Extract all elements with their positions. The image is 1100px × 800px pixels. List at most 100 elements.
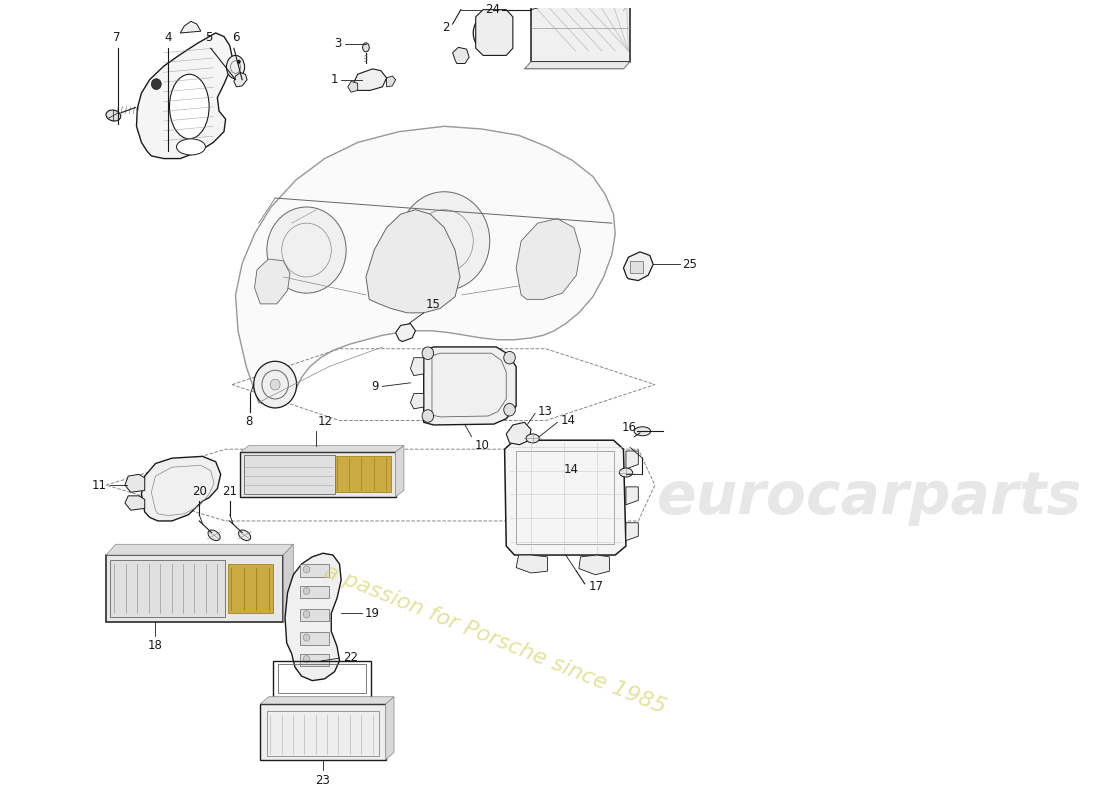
Polygon shape bbox=[235, 126, 615, 404]
Circle shape bbox=[267, 207, 346, 293]
Text: 9: 9 bbox=[372, 380, 379, 393]
Bar bbox=[300, 632, 329, 645]
Text: 5: 5 bbox=[206, 30, 212, 44]
Text: 13: 13 bbox=[538, 405, 552, 418]
Text: 23: 23 bbox=[316, 774, 330, 787]
Polygon shape bbox=[136, 33, 232, 158]
Text: 1: 1 bbox=[330, 73, 338, 86]
Polygon shape bbox=[506, 422, 531, 445]
Bar bbox=[300, 564, 329, 577]
Bar bbox=[300, 654, 329, 666]
Polygon shape bbox=[396, 324, 416, 342]
Polygon shape bbox=[366, 210, 460, 313]
Text: eurocarparts: eurocarparts bbox=[657, 469, 1081, 526]
Circle shape bbox=[304, 634, 310, 641]
Text: 4: 4 bbox=[164, 30, 172, 44]
Ellipse shape bbox=[635, 426, 651, 436]
Circle shape bbox=[304, 587, 310, 594]
Text: 12: 12 bbox=[318, 414, 333, 428]
Ellipse shape bbox=[227, 55, 244, 78]
Polygon shape bbox=[254, 259, 290, 304]
Circle shape bbox=[271, 379, 281, 390]
Text: 6: 6 bbox=[232, 30, 240, 44]
Polygon shape bbox=[424, 347, 516, 425]
Polygon shape bbox=[180, 22, 201, 33]
Text: 8: 8 bbox=[245, 415, 252, 428]
Text: 18: 18 bbox=[148, 639, 163, 652]
Circle shape bbox=[304, 610, 310, 618]
Polygon shape bbox=[396, 446, 404, 497]
Bar bbox=[244, 454, 334, 494]
Text: 16: 16 bbox=[621, 421, 637, 434]
Text: 10: 10 bbox=[475, 439, 490, 452]
Text: 19: 19 bbox=[364, 607, 380, 620]
Text: a passion for Porsche since 1985: a passion for Porsche since 1985 bbox=[320, 562, 669, 718]
Polygon shape bbox=[142, 456, 221, 521]
Polygon shape bbox=[106, 544, 294, 555]
Text: 21: 21 bbox=[222, 485, 238, 498]
Circle shape bbox=[399, 192, 490, 290]
Polygon shape bbox=[475, 10, 513, 55]
Polygon shape bbox=[386, 697, 394, 759]
Polygon shape bbox=[579, 555, 609, 574]
Text: 11: 11 bbox=[91, 478, 107, 491]
Polygon shape bbox=[348, 82, 358, 92]
Bar bbox=[228, 564, 274, 614]
Polygon shape bbox=[516, 218, 581, 299]
Ellipse shape bbox=[176, 139, 206, 155]
Polygon shape bbox=[624, 252, 653, 281]
Polygon shape bbox=[353, 69, 386, 90]
Ellipse shape bbox=[169, 74, 209, 139]
Text: 2: 2 bbox=[442, 21, 450, 34]
Ellipse shape bbox=[526, 434, 539, 443]
Bar bbox=[300, 586, 329, 598]
Circle shape bbox=[422, 410, 433, 422]
Text: 22: 22 bbox=[343, 650, 358, 664]
Polygon shape bbox=[125, 496, 145, 510]
Bar bbox=[300, 609, 329, 622]
Bar bbox=[630, 261, 644, 274]
Text: 3: 3 bbox=[334, 38, 342, 50]
Polygon shape bbox=[241, 446, 404, 452]
Text: 17: 17 bbox=[588, 580, 604, 593]
Text: 24: 24 bbox=[485, 3, 499, 16]
Circle shape bbox=[238, 60, 241, 63]
Circle shape bbox=[422, 347, 433, 359]
Bar bbox=[516, 451, 614, 544]
Bar bbox=[241, 452, 396, 497]
Polygon shape bbox=[525, 62, 630, 69]
Bar bbox=[106, 555, 284, 622]
Bar bbox=[267, 711, 380, 756]
Ellipse shape bbox=[106, 110, 121, 121]
Circle shape bbox=[254, 362, 297, 408]
Polygon shape bbox=[125, 474, 145, 492]
Circle shape bbox=[504, 351, 515, 364]
Circle shape bbox=[304, 566, 310, 573]
Text: 20: 20 bbox=[191, 485, 207, 498]
Polygon shape bbox=[386, 76, 396, 87]
Circle shape bbox=[152, 78, 162, 90]
Polygon shape bbox=[285, 554, 341, 681]
Text: 7: 7 bbox=[113, 30, 120, 44]
Polygon shape bbox=[410, 394, 424, 409]
Circle shape bbox=[504, 403, 515, 416]
Ellipse shape bbox=[208, 530, 220, 541]
Text: 15: 15 bbox=[426, 298, 440, 311]
Bar bbox=[261, 704, 386, 759]
Text: 25: 25 bbox=[682, 258, 697, 271]
Bar bbox=[274, 661, 371, 697]
Polygon shape bbox=[284, 544, 294, 622]
Ellipse shape bbox=[239, 530, 251, 541]
Bar bbox=[334, 456, 390, 492]
Polygon shape bbox=[410, 358, 424, 376]
Polygon shape bbox=[516, 555, 548, 573]
Text: 14: 14 bbox=[561, 414, 575, 427]
Bar bbox=[110, 561, 226, 617]
Polygon shape bbox=[261, 697, 394, 704]
Text: 14: 14 bbox=[564, 463, 579, 476]
Polygon shape bbox=[234, 73, 248, 87]
Bar bbox=[278, 665, 366, 693]
Ellipse shape bbox=[619, 468, 632, 477]
Polygon shape bbox=[452, 47, 469, 63]
Circle shape bbox=[304, 655, 310, 662]
